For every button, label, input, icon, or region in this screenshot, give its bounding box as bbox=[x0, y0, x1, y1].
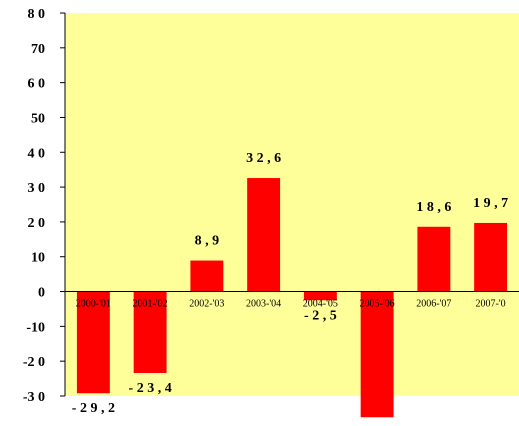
category-label: 2007-'0 bbox=[476, 299, 506, 310]
data-label: - 2 , 5 bbox=[304, 308, 337, 323]
bar bbox=[417, 226, 451, 292]
bar bbox=[360, 291, 394, 418]
category-label: 2000-'01 bbox=[76, 299, 111, 310]
y-tick-label: -10 bbox=[26, 320, 45, 335]
category-label: 2004-'05 bbox=[303, 299, 338, 310]
y-tick-label: -2 0 bbox=[23, 355, 45, 370]
category-labels: 2000-'01 2001-'02 2002-'03 2003-'04 2004-'05… bbox=[76, 299, 506, 310]
bar bbox=[133, 291, 167, 374]
bar bbox=[190, 260, 224, 292]
data-label: - 2 9 , 2 bbox=[72, 401, 115, 416]
category-label: 2006-'07 bbox=[416, 299, 451, 310]
category-label: 2003-'04 bbox=[246, 299, 281, 310]
bar bbox=[76, 291, 110, 394]
data-label: - 2 3 , 4 bbox=[129, 381, 172, 396]
data-label: 1 8 , 6 bbox=[416, 200, 451, 215]
y-tick-label: 0 bbox=[38, 286, 45, 301]
y-tick-label: 3 0 bbox=[28, 181, 46, 196]
y-tick-label: 4 0 bbox=[28, 146, 46, 161]
y-tick-label: 6 0 bbox=[28, 77, 46, 92]
category-label: 2005-'06 bbox=[360, 299, 395, 310]
y-tick-label: 50 bbox=[31, 111, 45, 126]
bars bbox=[76, 178, 508, 418]
bar bbox=[303, 291, 337, 301]
data-label: 8 , 9 bbox=[195, 234, 220, 249]
y-tick-label: 8 0 bbox=[28, 7, 46, 22]
data-labels: - 2 9 , 2- 2 3 , 48 , 93 2 , 6- 2 , 5- 3… bbox=[72, 151, 508, 426]
y-tick-label: 70 bbox=[31, 42, 45, 57]
y-axis-ticks: 8 0 70 6 0 50 4 0 3 0 2 0 10 0 -10 -2 0 -3 0 bbox=[23, 7, 65, 405]
bar bbox=[474, 222, 508, 292]
category-label: 2002-'03 bbox=[189, 299, 224, 310]
data-label: 1 9 , 7 bbox=[473, 196, 508, 211]
bar bbox=[247, 178, 281, 292]
y-tick-label: 2 0 bbox=[28, 216, 46, 231]
category-label: 2001-'02 bbox=[133, 299, 168, 310]
y-tick-label: -3 0 bbox=[23, 390, 45, 405]
y-tick-label: 10 bbox=[31, 251, 45, 266]
data-label: 3 2 , 6 bbox=[246, 151, 281, 166]
